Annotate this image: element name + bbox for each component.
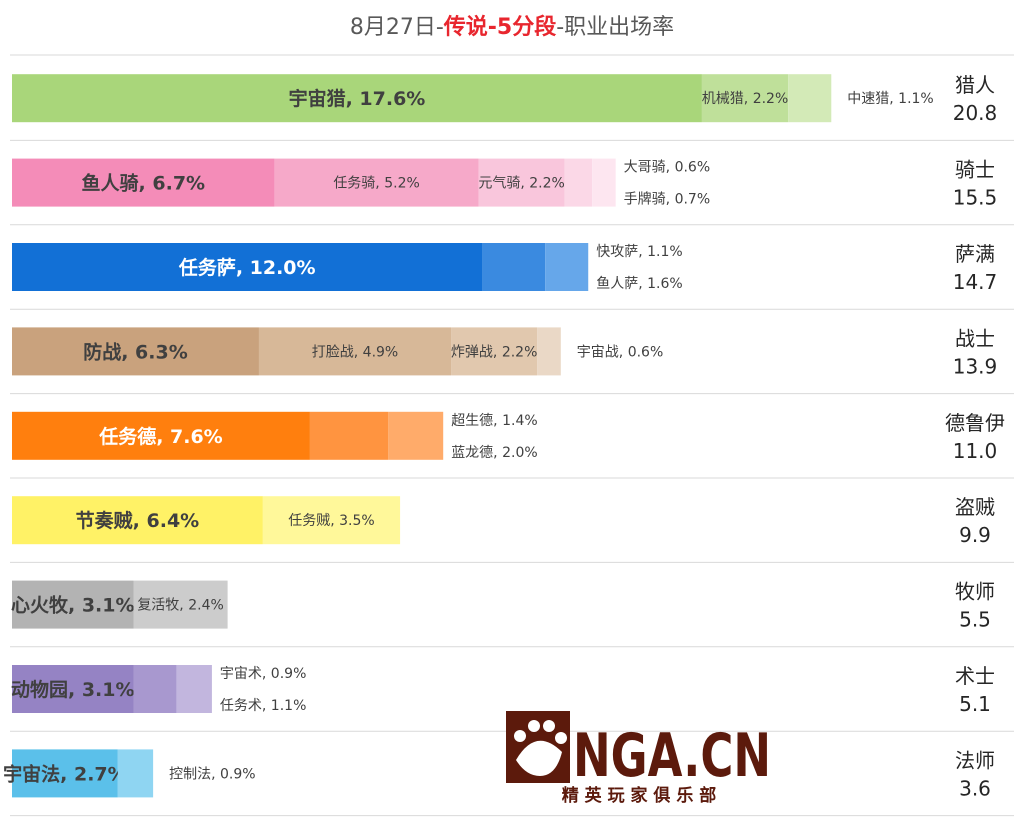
bar-segment [309, 411, 389, 460]
class-row: 任务德, 7.6% 超生德, 1.4% 蓝龙德, 2.0% 德鲁伊 11.0 [10, 411, 1014, 479]
bar-segment [117, 749, 154, 798]
segment-label-outside: 宇宙术, 0.9% [220, 666, 306, 682]
bar-segment [388, 411, 444, 460]
segment-label-outside: 蓝龙德, 2.0% [451, 445, 537, 461]
segment-label: 机械猎, 2.2% [702, 91, 788, 107]
bar-segment [274, 158, 479, 207]
class-row: 节奏贼, 6.4% 任务贼, 3.5% 盗贼 9.9 [10, 495, 1014, 563]
segment-label: 心火牧, 3.1% [11, 594, 135, 617]
class-row: 心火牧, 3.1% 复活牧, 2.4% 牧师 5.5 [10, 580, 1014, 648]
segment-label: 任务贼, 3.5% [288, 513, 374, 529]
class-total: 15.5 [953, 186, 998, 210]
bar-segment [12, 243, 483, 291]
segment-label-outside: 快攻萨, 1.1% [596, 244, 682, 260]
class-name: 牧师 [955, 580, 995, 604]
segment-label: 宇宙法, 2.7% [3, 762, 127, 785]
class-total: 3.6 [959, 776, 991, 800]
segment-label: 打脸战, 4.9% [312, 343, 398, 360]
segment-label: 任务骑, 5.2% [333, 176, 419, 192]
bar-segment [564, 158, 593, 207]
segment-label-outside: 任务术, 1.1% [220, 698, 306, 714]
class-row: 防战, 6.3% 打脸战, 4.9% 炸弹战, 2.2% 宇宙战, 0.6% 战士 13.… [10, 326, 1014, 395]
bar-segment [176, 665, 212, 713]
bar-segment [701, 74, 789, 123]
bar-segment [12, 411, 310, 460]
class-row: 鱼人骑, 6.7% 任务骑, 5.2% 元气骑, 2.2% 大哥骑, 0.6% 手牌骑,… [10, 158, 1014, 226]
class-row: 宇宙法, 2.7% 控制法, 0.9% 法师 3.6 [3, 748, 1014, 817]
segment-label: 鱼人骑, 6.7% [82, 172, 206, 195]
segment-label: 动物园, 3.1% [11, 678, 135, 701]
class-row: 宇宙猎, 17.6% 机械猎, 2.2% 中速猎, 1.1% 猎人 20.8 [10, 73, 1014, 141]
watermark-logo-text: NGA.CN [573, 721, 771, 791]
bar-segment [592, 158, 616, 207]
chart-title: 8月27日-传说-5分段-职业出场率 [350, 14, 674, 40]
segment-label: 节奏贼, 6.4% [76, 509, 200, 532]
segment-label: 宇宙猎, 17.6% [289, 87, 426, 110]
class-row: 任务萨, 12.0% 快攻萨, 1.1% 鱼人萨, 1.6% 萨满 14.7 [10, 242, 1014, 310]
bar-segment [133, 580, 228, 629]
class-name: 战士 [955, 326, 995, 350]
segment-label-outside: 控制法, 0.9% [169, 766, 255, 782]
bar-segment [262, 496, 401, 545]
segment-label-outside: 大哥骑, 0.6% [624, 160, 710, 176]
class-total: 5.5 [959, 608, 991, 632]
chart-rows: 宇宙猎, 17.6% 机械猎, 2.2% 中速猎, 1.1% 猎人 20.8 鱼人骑, 6… [3, 73, 1014, 817]
segment-label-outside: 中速猎, 1.1% [847, 91, 933, 107]
class-total: 5.1 [959, 692, 991, 716]
bar-segment [12, 327, 259, 376]
segment-label: 复活牧, 2.4% [137, 597, 223, 614]
bar-segment [12, 74, 702, 123]
class-name: 骑士 [955, 158, 995, 182]
segment-label: 炸弹战, 2.2% [451, 344, 537, 360]
class-name: 萨满 [955, 242, 995, 266]
segment-label-outside: 手牌骑, 0.7% [624, 191, 710, 208]
segment-label-outside: 鱼人萨, 1.6% [596, 275, 682, 292]
bar-segment [545, 243, 589, 291]
segment-label: 任务德, 7.6% [98, 425, 223, 448]
title-highlight: 传说-5分段 [443, 14, 556, 40]
segment-label: 任务萨, 12.0% [178, 256, 316, 279]
segment-label: 元气骑, 2.2% [478, 176, 564, 192]
bar-segment [12, 496, 263, 545]
nga-watermark: NGA.CN 精 英 玩 家 俱 乐 部 [506, 711, 771, 806]
bar-segment [12, 158, 275, 207]
bar-segment [537, 327, 561, 376]
class-total: 20.8 [953, 101, 998, 125]
class-total: 13.9 [953, 354, 998, 378]
bar-segment [133, 665, 177, 713]
bar-segment [258, 327, 452, 376]
bar-segment [482, 243, 546, 291]
bar-segment [12, 580, 134, 629]
segment-label: 防战, 6.3% [83, 340, 188, 363]
title-suffix: -职业出场率 [556, 15, 674, 40]
watermark-slogan: 精 英 玩 家 俱 乐 部 [562, 785, 717, 806]
bar-segment [478, 158, 565, 207]
class-total: 14.7 [953, 270, 998, 294]
bar-segment [12, 665, 134, 713]
class-name: 猎人 [955, 73, 995, 97]
segment-label-outside: 宇宙战, 0.6% [577, 344, 663, 360]
title-prefix: 8月27日- [350, 15, 444, 40]
paw-logo-icon [506, 711, 570, 783]
bar-segment [788, 74, 832, 123]
class-total: 9.9 [959, 523, 991, 547]
segment-label-outside: 超生德, 1.4% [451, 413, 537, 429]
bar-segment [12, 749, 118, 798]
class-total: 11.0 [953, 439, 998, 463]
class-name: 法师 [955, 748, 995, 772]
class-name: 德鲁伊 [945, 411, 1005, 435]
class-name: 术士 [955, 664, 995, 688]
bar-segment [451, 327, 538, 376]
class-name: 盗贼 [955, 495, 995, 519]
